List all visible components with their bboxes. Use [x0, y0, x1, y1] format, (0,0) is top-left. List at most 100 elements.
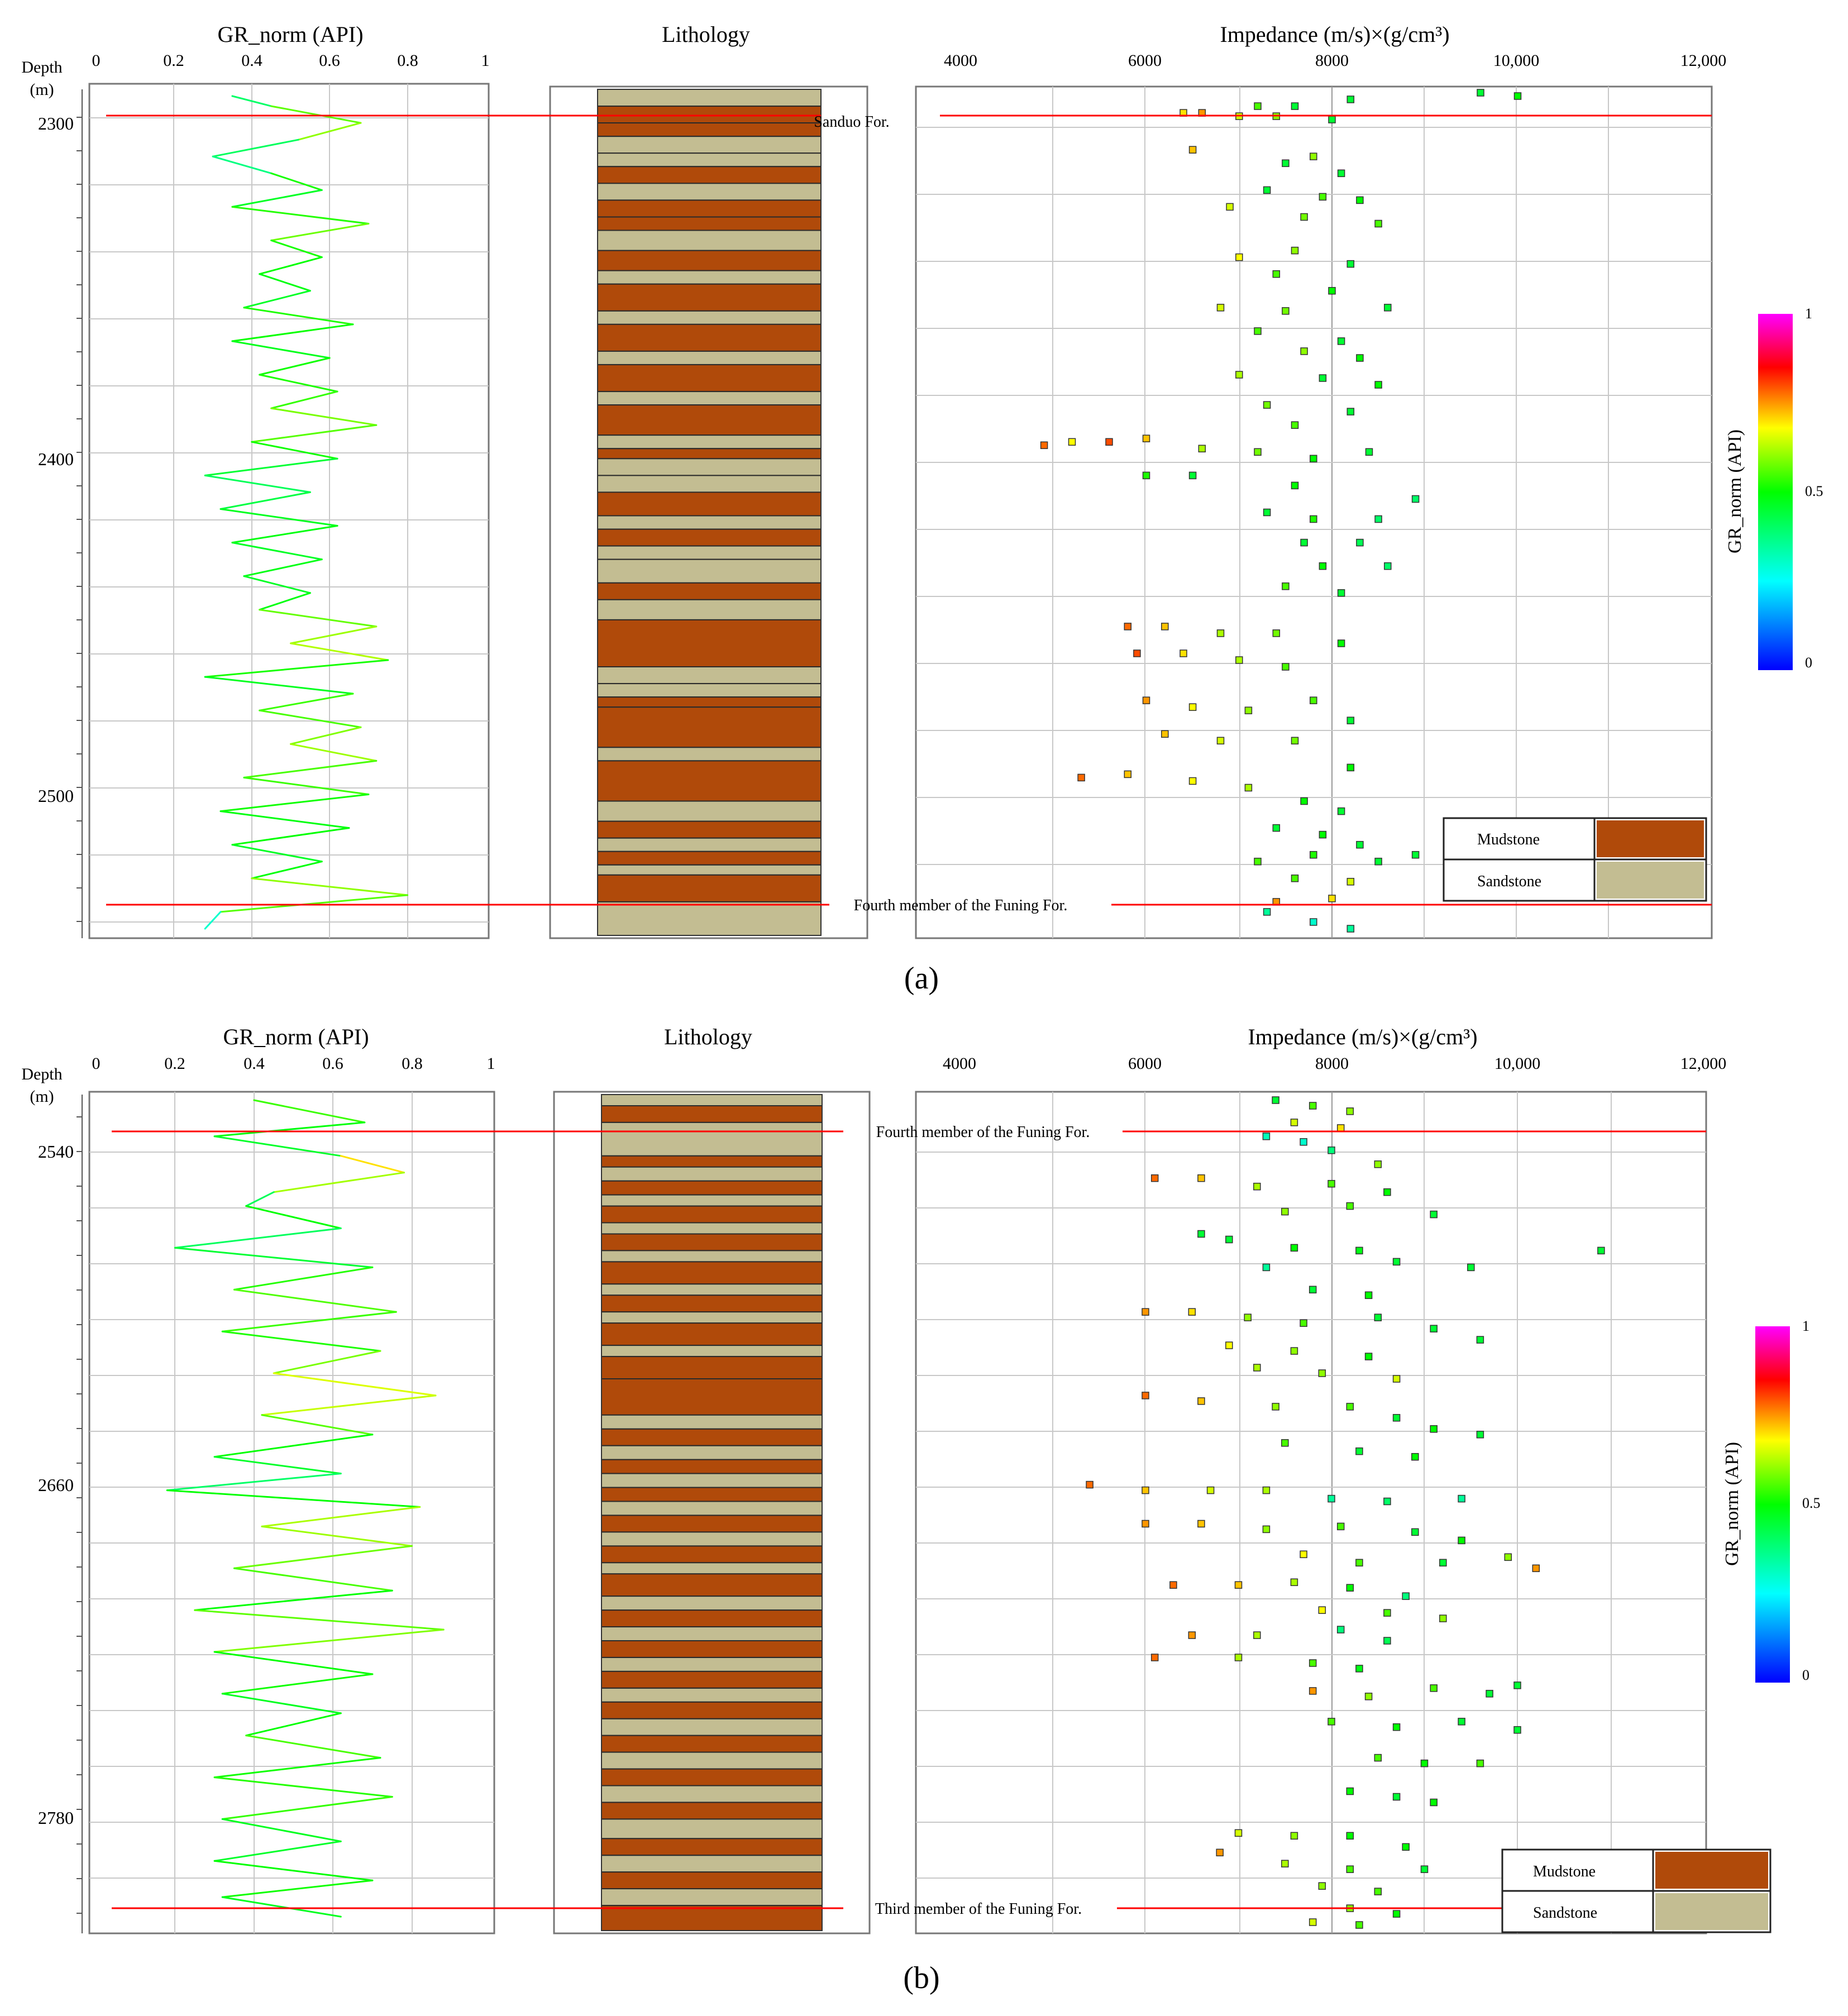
impedance-point: [1430, 1425, 1438, 1433]
mudstone-bed: [601, 1735, 823, 1753]
impedance-point: [1346, 1403, 1354, 1411]
mudstone-bed: [601, 1261, 823, 1285]
impedance-point: [1142, 1486, 1149, 1494]
gr-curve-segment: [213, 1135, 342, 1157]
gr-curve-segment: [251, 877, 409, 896]
gr-curve-segment: [221, 1311, 397, 1332]
impedance-track-frame: [915, 85, 1713, 939]
mudstone-bed: [601, 1459, 823, 1474]
impedance-point: [1291, 421, 1299, 429]
impedance-point: [1346, 1202, 1354, 1210]
impedance-point: [1328, 895, 1336, 902]
colorbar-tick-label: 0: [1805, 655, 1812, 671]
gr-curve-segment: [245, 1735, 381, 1759]
impedance-point: [1532, 1564, 1540, 1573]
impedance-point: [1383, 1637, 1391, 1645]
gr-title: GR_norm (API): [223, 1024, 369, 1049]
gr-tick-label: 1: [487, 1054, 495, 1073]
impedance-point: [1356, 538, 1364, 547]
impedance-point: [1077, 773, 1085, 782]
impedance-point: [1040, 441, 1048, 450]
legend-sandstone-swatch: [1597, 862, 1704, 899]
impedance-point: [1355, 1559, 1363, 1567]
gr-curve-segment: [221, 1818, 342, 1842]
panel-label: (b): [903, 1961, 939, 1995]
impedance-point: [1300, 538, 1308, 547]
mudstone-bed: [601, 1802, 823, 1820]
impedance-point: [1169, 1581, 1177, 1589]
legend-sandstone-label: Sandstone: [1477, 873, 1541, 890]
gr-curve-segment: [221, 1896, 342, 1918]
colorbar-gradient: [1755, 1326, 1790, 1683]
sandstone-bed: [601, 1473, 823, 1488]
impedance-point: [1197, 1230, 1205, 1238]
impedance-point: [1383, 1609, 1391, 1617]
gr-curve-segment: [231, 827, 350, 846]
gr-curve: [204, 95, 409, 930]
impedance-point: [1318, 1606, 1326, 1614]
impedance-point: [1336, 1124, 1345, 1132]
impedance-point: [1272, 824, 1281, 832]
sandstone-bed: [597, 136, 822, 154]
impedance-tick-label: 8000: [1315, 1054, 1349, 1073]
gr-curve-segment: [261, 1414, 374, 1436]
impedance-point: [1225, 1235, 1233, 1244]
impedance-point: [1392, 1414, 1401, 1422]
impedance-point: [1234, 1654, 1243, 1661]
impedance-point: [1328, 116, 1336, 123]
gr-tick-label: 0.6: [319, 51, 340, 70]
impedance-tick-label: 10,000: [1494, 1054, 1541, 1073]
gr-curve-segment: [221, 1879, 374, 1898]
gr-curve-segment: [221, 1330, 381, 1352]
panel-b: Depth (m) GR_norm (API) Lithology Impeda…: [21, 1024, 1820, 1995]
mudstone-bed: [601, 1233, 823, 1251]
impedance-point: [1476, 1759, 1484, 1767]
impedance-point: [1263, 508, 1271, 517]
impedance-point: [1216, 1848, 1224, 1857]
impedance-point: [1188, 777, 1197, 785]
impedance-point: [1364, 1291, 1373, 1300]
mudstone-bed: [597, 851, 822, 866]
impedance-point: [1291, 737, 1299, 745]
lithology-legend: Mudstone Sandstone: [1443, 817, 1707, 902]
impedance-point: [1281, 1860, 1289, 1867]
sandstone-bed: [597, 666, 822, 685]
colorbar-tick-label: 0.5: [1802, 1495, 1821, 1511]
impedance-point: [1430, 1684, 1438, 1692]
impedance-point: [1336, 1522, 1345, 1531]
gr-curve-segment: [259, 374, 338, 393]
gr-title: GR_norm (API): [217, 22, 363, 47]
impedance-point: [1392, 1375, 1401, 1383]
depth-minor-ticks: [77, 117, 82, 922]
lithology-column: [601, 1094, 823, 1932]
gr-curve-segment: [243, 558, 323, 577]
impedance-point: [1225, 1341, 1233, 1349]
mudstone-bed: [597, 122, 822, 137]
sandstone-bed: [597, 599, 822, 620]
impedance-point: [1327, 1718, 1335, 1726]
impedance-point: [1262, 1486, 1271, 1494]
impedance-point: [1430, 1210, 1438, 1219]
depth-tick-label: 2400: [38, 449, 74, 469]
impedance-point: [1355, 1447, 1363, 1455]
gr-curve-segment: [219, 491, 311, 510]
gr-curve-segment: [212, 138, 299, 157]
impedance-point: [1392, 1793, 1401, 1801]
mudstone-bed: [597, 491, 822, 517]
impedance-point: [1216, 737, 1225, 745]
impedance-point: [1197, 1397, 1205, 1405]
gr-curve-segment: [243, 575, 311, 594]
mudstone-bed: [597, 820, 822, 839]
gr-colorbar: 1 0.5 0 GR_norm (API): [1722, 1318, 1821, 1683]
lithology-legend: Mudstone Sandstone: [1501, 1848, 1771, 1933]
impedance-tick-label: 4000: [944, 51, 977, 70]
impedance-point: [1291, 246, 1299, 255]
impedance-point: [1235, 253, 1243, 261]
impedance-point: [1206, 1486, 1215, 1494]
gr-tick-label: 0.8: [397, 51, 418, 70]
mudstone-bed: [597, 706, 822, 748]
depth-unit: (m): [30, 1087, 54, 1106]
impedance-point: [1262, 1525, 1271, 1534]
gr-curve-segment: [231, 206, 370, 224]
gr-curve-segment: [259, 709, 362, 728]
